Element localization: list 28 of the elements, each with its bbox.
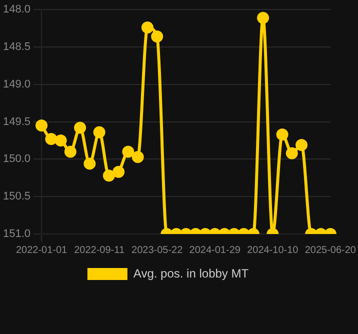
- point: [112, 166, 125, 178]
- point: [122, 146, 134, 158]
- y-tick-label: 150.5: [2, 190, 31, 203]
- x-tick-label: 2025-06-20: [304, 244, 356, 256]
- y-tick-label: 148.0: [2, 4, 31, 16]
- legend-label: Avg. pos. in lobby MT: [133, 266, 250, 280]
- x-tick-label: 2024-10-10: [247, 244, 299, 256]
- y-tick-label: 150.0: [2, 153, 31, 166]
- point: [36, 120, 48, 132]
- point: [74, 122, 86, 134]
- x-tick-label: 2023-05-22: [132, 244, 184, 256]
- point: [102, 170, 115, 182]
- x-tick-label: 2022-09-11: [74, 244, 125, 256]
- y-tick-label: 148.5: [2, 41, 31, 54]
- point: [296, 138, 308, 151]
- point: [45, 133, 58, 146]
- y-tick-label: 151.0: [2, 228, 31, 240]
- x-tick-label: 2022-01-01: [16, 244, 68, 256]
- point: [64, 146, 76, 158]
- point: [84, 158, 96, 170]
- point: [93, 126, 106, 138]
- point: [54, 134, 67, 146]
- y-tick-label: 149.5: [2, 116, 31, 128]
- x-tick-label: 2024-01-29: [189, 244, 241, 256]
- point: [276, 128, 288, 141]
- point: [132, 150, 144, 163]
- point: [286, 147, 298, 160]
- y-tick-label: 149.0: [2, 78, 31, 90]
